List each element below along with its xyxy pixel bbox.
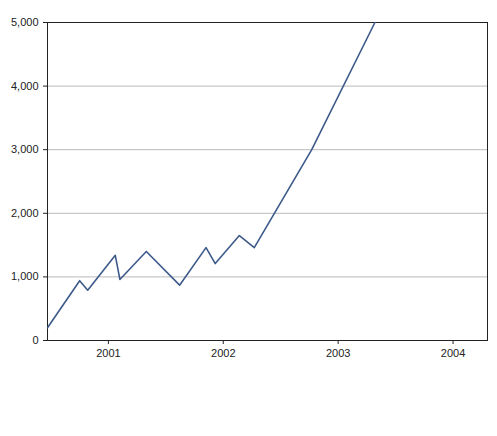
svg-text:1,000: 1,000 (11, 270, 39, 282)
svg-text:3,000: 3,000 (11, 143, 39, 155)
svg-text:4,000: 4,000 (11, 80, 39, 92)
svg-text:2004: 2004 (441, 347, 465, 359)
svg-text:2003: 2003 (326, 347, 350, 359)
svg-text:2001: 2001 (96, 347, 120, 359)
svg-text:5,000: 5,000 (11, 16, 39, 28)
svg-text:2002: 2002 (211, 347, 235, 359)
svg-text:0: 0 (32, 334, 38, 346)
svg-text:2,000: 2,000 (11, 207, 39, 219)
